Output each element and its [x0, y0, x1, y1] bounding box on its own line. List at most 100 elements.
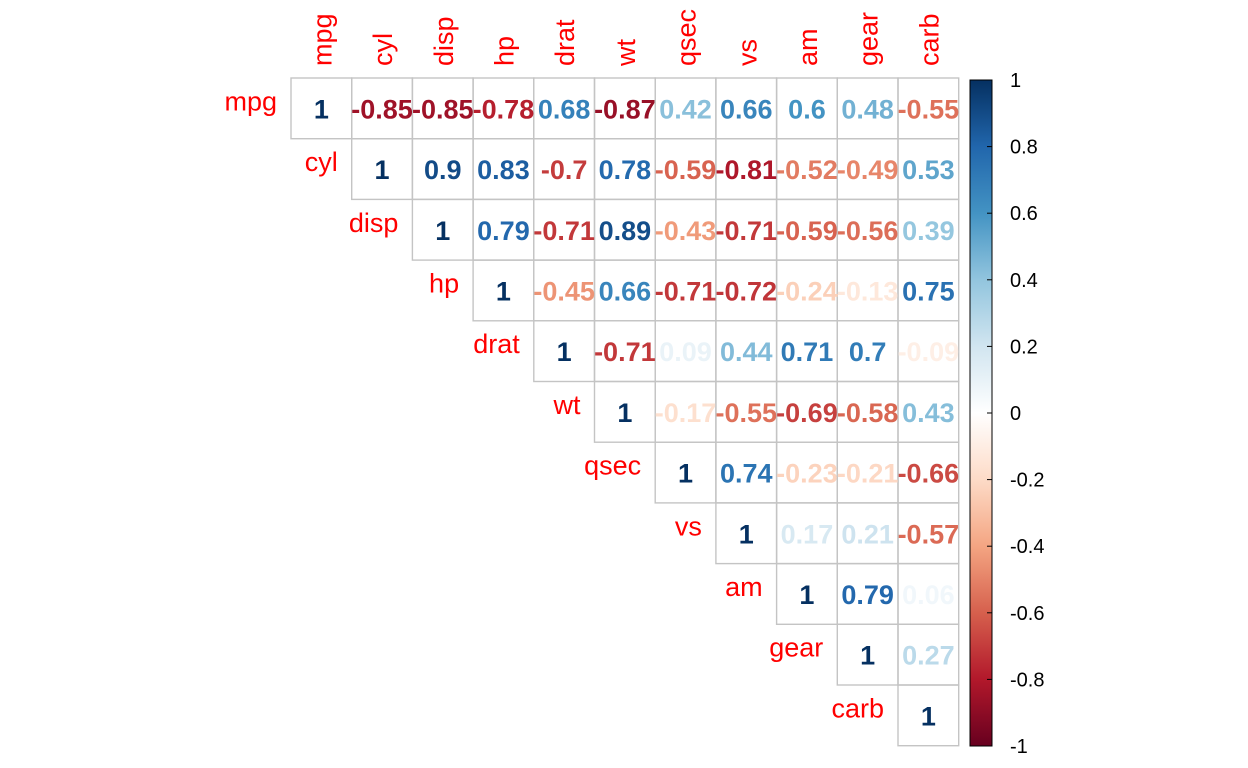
column-label: am — [793, 28, 823, 66]
cell-value: -0.43 — [655, 216, 717, 246]
cell-value: -0.81 — [715, 155, 777, 185]
column-label: disp — [429, 16, 459, 66]
cell-value: 0.68 — [538, 94, 591, 124]
column-label: vs — [732, 39, 762, 66]
cell-value: 0.53 — [902, 155, 955, 185]
column-label: drat — [550, 19, 580, 66]
cell-value: 0.21 — [841, 519, 894, 549]
cell-value: 0.89 — [599, 216, 652, 246]
cell-value: 1 — [739, 519, 754, 549]
row-label: am — [725, 572, 763, 602]
row-label: mpg — [224, 86, 277, 116]
cell-values: 1 -0.85 -0.85 -0.78 0.68 -0.87 0.42 0.66 0.6 0.48… — [314, 94, 959, 731]
cell-value: -0.72 — [715, 276, 777, 306]
cell-value: -0.59 — [655, 155, 717, 185]
row-label: carb — [831, 693, 884, 723]
row-label: vs — [675, 511, 702, 541]
grid-cell — [897, 684, 960, 747]
cell-value: 1 — [860, 641, 875, 671]
colorbar-tick-label: 0.8 — [1010, 137, 1038, 159]
cell-value: -0.71 — [533, 216, 595, 246]
cell-value: 0.7 — [849, 337, 887, 367]
cell-value: 1 — [375, 155, 390, 185]
row-label: drat — [473, 329, 520, 359]
cell-value: 1 — [678, 459, 693, 489]
cell-value: 0.66 — [599, 276, 652, 306]
cell-value: -0.71 — [715, 216, 777, 246]
row-label: wt — [553, 390, 581, 420]
cell-value: 0.9 — [424, 155, 462, 185]
colorbar-tick-label: -0.4 — [1010, 536, 1044, 558]
colorbar: 1 0.8 0.6 0.4 0.2 0 -0.2 -0.4 -0.6 -0.8 -1 — [969, 70, 1044, 758]
cell-value: -0.55 — [715, 398, 777, 428]
column-label: mpg — [307, 13, 337, 66]
cell-value: -0.71 — [655, 276, 717, 306]
cell-value: 1 — [617, 398, 632, 428]
cell-value: -0.85 — [412, 94, 474, 124]
colorbar-tick-label: -1 — [1010, 736, 1028, 758]
cell-value: 0.06 — [902, 580, 955, 610]
cell-value: -0.58 — [837, 398, 899, 428]
column-label: carb — [914, 13, 944, 66]
cell-value: -0.13 — [837, 276, 899, 306]
colorbar-tick-label: -0.8 — [1010, 669, 1044, 691]
cell-value: 0.83 — [477, 155, 530, 185]
colorbar-tick-label: -0.2 — [1010, 470, 1044, 492]
column-label: hp — [489, 36, 519, 66]
grid-layer — [290, 77, 960, 747]
column-labels: mpg cyl disp hp drat wt qsec vs am gear carb — [307, 9, 944, 67]
cell-value: -0.52 — [776, 155, 838, 185]
cell-value: -0.71 — [594, 337, 656, 367]
cell-value: 1 — [496, 276, 511, 306]
cell-value: 1 — [799, 580, 814, 610]
cell-value: -0.87 — [594, 94, 656, 124]
cell-value: -0.85 — [351, 94, 413, 124]
row-label: disp — [349, 208, 399, 238]
colorbar-tick-label: 1 — [1010, 70, 1021, 92]
cell-value: 0.71 — [781, 337, 834, 367]
cell-value: 0.42 — [659, 94, 712, 124]
cell-value: -0.49 — [837, 155, 899, 185]
cell-value: -0.66 — [898, 459, 960, 489]
cell-value: -0.24 — [776, 276, 838, 306]
cell-value: 0.74 — [720, 459, 773, 489]
colorbar-tick-label: 0 — [1010, 403, 1021, 425]
column-label: cyl — [368, 33, 398, 66]
cell-value: -0.56 — [837, 216, 899, 246]
cell-value: -0.7 — [541, 155, 588, 185]
cell-value: -0.21 — [837, 459, 899, 489]
column-label: qsec — [672, 9, 702, 66]
cell-value: -0.23 — [776, 459, 838, 489]
cell-value: 0.43 — [902, 398, 955, 428]
cell-value: 0.6 — [788, 94, 826, 124]
cell-value: 0.79 — [841, 580, 894, 610]
row-label: gear — [769, 633, 823, 663]
cell-value: 0.44 — [720, 337, 773, 367]
cell-value: -0.09 — [898, 337, 960, 367]
cell-value: 1 — [921, 701, 936, 731]
cell-value: -0.55 — [898, 94, 960, 124]
cell-value: -0.45 — [533, 276, 595, 306]
cell-value: -0.78 — [473, 94, 535, 124]
cell-value: -0.69 — [776, 398, 838, 428]
colorbar-tick-label: 0.6 — [1010, 203, 1038, 225]
column-label: wt — [611, 39, 641, 67]
cell-value: 1 — [435, 216, 450, 246]
cell-value: -0.57 — [898, 519, 960, 549]
cell-value: -0.17 — [655, 398, 717, 428]
cell-value: 0.79 — [477, 216, 530, 246]
row-label: hp — [429, 268, 459, 298]
cell-value: 0.39 — [902, 216, 955, 246]
cell-value: 1 — [314, 94, 329, 124]
colorbar-tick-label: 0.4 — [1010, 270, 1038, 292]
cell-value: 0.66 — [720, 94, 773, 124]
cell-value: 0.27 — [902, 641, 955, 671]
cell-value: 0.48 — [841, 94, 894, 124]
row-label: qsec — [584, 451, 641, 481]
cell-value: 1 — [557, 337, 572, 367]
cell-value: 0.78 — [599, 155, 652, 185]
cell-value: 0.09 — [659, 337, 712, 367]
column-label: gear — [854, 12, 884, 66]
